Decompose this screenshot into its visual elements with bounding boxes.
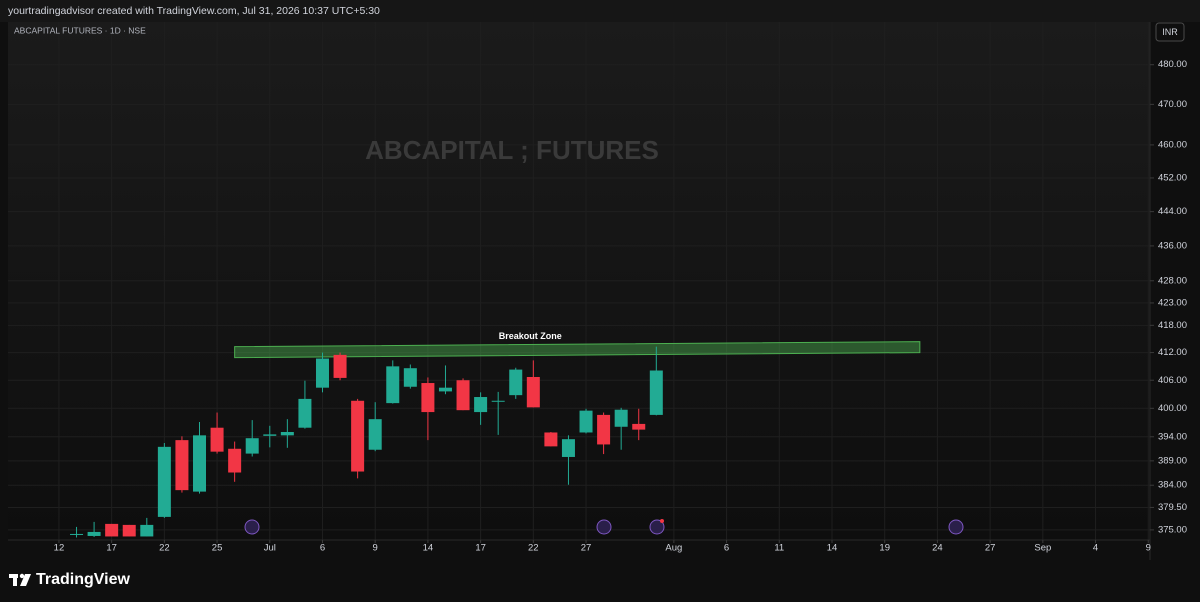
- x-tick-label: 27: [581, 543, 592, 554]
- candle-body: [228, 448, 242, 473]
- candle-body: [105, 523, 119, 537]
- brand-logo: [9, 573, 31, 586]
- y-tick-label: 412.00: [1158, 347, 1187, 358]
- y-tick-label: 389.00: [1158, 455, 1187, 466]
- y-tick-label: 418.00: [1158, 320, 1187, 331]
- x-tick-label: 14: [827, 543, 838, 554]
- footer-bar: [0, 560, 1200, 602]
- candle-body: [298, 398, 312, 428]
- x-tick-label: 19: [879, 543, 890, 554]
- logo-shape: [20, 574, 31, 586]
- x-tick-label: 24: [932, 543, 943, 554]
- candle-body: [421, 383, 435, 413]
- candle-body: [263, 434, 277, 436]
- y-tick-label: 375.00: [1158, 524, 1187, 535]
- event-icon[interactable]: [948, 519, 964, 535]
- chart-title: ABCAPITAL FUTURES · 1D · NSE: [14, 25, 146, 35]
- candle-body: [561, 439, 575, 457]
- y-tick-label: 406.00: [1158, 375, 1187, 386]
- candle-body: [509, 369, 523, 396]
- currency-label: INR: [1162, 27, 1178, 37]
- candle-body: [210, 427, 224, 452]
- x-tick-label: 6: [320, 543, 325, 554]
- x-tick-label: 6: [724, 543, 729, 554]
- y-tick-label: 452.00: [1158, 172, 1187, 183]
- candle-body: [87, 531, 101, 536]
- brand-name: TradingView: [36, 571, 131, 588]
- candle-body: [333, 354, 347, 378]
- candle-body: [122, 524, 136, 537]
- header-text: yourtradingadvisor created with TradingV…: [8, 5, 380, 17]
- candle-body: [403, 368, 417, 387]
- x-tick-label: 25: [212, 543, 223, 554]
- x-tick-label: Jul: [264, 543, 276, 554]
- currency-button[interactable]: [1155, 22, 1185, 42]
- candle-body: [579, 410, 593, 433]
- event-icon[interactable]: [649, 519, 665, 535]
- y-tick-label: 436.00: [1158, 240, 1187, 251]
- logo-shape: [13, 574, 17, 586]
- y-tick-label: 394.00: [1158, 431, 1187, 442]
- event-icon[interactable]: [596, 519, 612, 535]
- candle-body: [193, 435, 207, 492]
- y-tick-label: 470.00: [1158, 99, 1187, 110]
- candle-body: [614, 409, 628, 427]
- annotation-label: Breakout Zone: [499, 331, 562, 341]
- candle-body: [157, 446, 171, 517]
- x-tick-label: 17: [475, 543, 486, 554]
- watermark: ABCAPITAL ; FUTURES: [365, 135, 659, 165]
- y-tick-label: 460.00: [1158, 139, 1187, 150]
- breakout-zone: [234, 341, 921, 359]
- x-tick-label: 12: [54, 543, 65, 554]
- candle-body: [526, 376, 540, 408]
- candle-body: [474, 397, 488, 413]
- plot: Breakout Zone: [8, 22, 1150, 540]
- y-tick-label: 379.50: [1158, 502, 1187, 513]
- y-tick-label: 423.00: [1158, 297, 1187, 308]
- x-tick-label: 14: [423, 543, 434, 554]
- candle-body: [280, 432, 294, 436]
- candle-body: [632, 423, 646, 430]
- y-tick-label: 444.00: [1158, 206, 1187, 217]
- candle-body: [245, 438, 259, 454]
- logo-shape: [19, 573, 25, 579]
- x-tick-label: Sep: [1034, 543, 1051, 554]
- candle-body: [438, 387, 452, 392]
- x-tick-label: 4: [1093, 543, 1098, 554]
- candle-body: [175, 440, 189, 491]
- x-tick-label: 27: [985, 543, 996, 554]
- event-icon[interactable]: [244, 519, 260, 535]
- y-tick-label: 428.00: [1158, 275, 1187, 286]
- candle-body: [315, 358, 329, 388]
- event-icons: [244, 519, 964, 535]
- event-dot: [660, 519, 664, 523]
- candle-body: [649, 370, 663, 415]
- candle-body: [386, 366, 400, 404]
- candle-body: [70, 533, 84, 535]
- y-tick-label: 384.00: [1158, 480, 1187, 491]
- candle-body: [597, 414, 611, 445]
- x-tick-label: 22: [159, 543, 170, 554]
- candle-body: [456, 380, 470, 411]
- x-tick-label: 11: [774, 543, 784, 554]
- y-tick-label: 400.00: [1158, 403, 1187, 414]
- x-tick-label: 9: [373, 543, 378, 554]
- candle-body: [368, 419, 382, 450]
- x-tick-label: 9: [1146, 543, 1151, 554]
- candle-body: [140, 524, 154, 537]
- candle-body: [351, 400, 365, 472]
- candle-body: [491, 400, 505, 402]
- y-tick-label: 480.00: [1158, 59, 1187, 70]
- x-tick-label: Aug: [665, 543, 682, 554]
- header-bar: [0, 0, 1200, 22]
- x-tick-label: 22: [528, 543, 539, 554]
- candle-body: [544, 432, 558, 447]
- x-tick-label: 17: [106, 543, 117, 554]
